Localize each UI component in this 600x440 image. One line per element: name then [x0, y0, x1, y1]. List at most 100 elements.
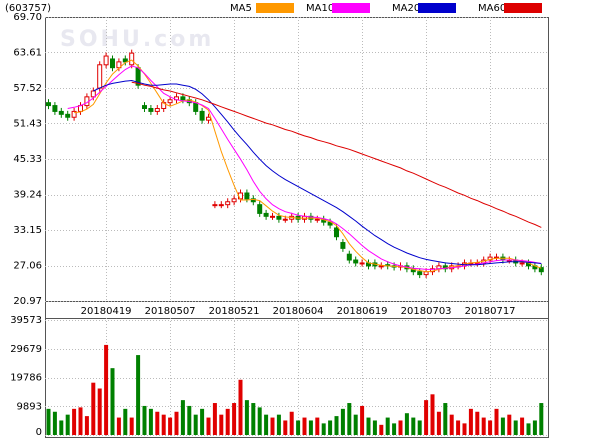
y-tick-label: 69.70	[13, 12, 42, 23]
volume-bar	[65, 414, 70, 435]
candle-body	[417, 271, 423, 276]
volume-bar	[270, 417, 275, 435]
volume-bar	[174, 411, 179, 435]
candle-body	[103, 55, 109, 66]
candle-body	[193, 102, 199, 112]
volume-bar	[366, 417, 371, 435]
volume-bar	[488, 420, 493, 435]
volume-bar	[264, 414, 269, 435]
volume-bar	[424, 400, 429, 435]
volume-tick-label: 39573	[10, 315, 42, 326]
candle-body	[90, 90, 96, 98]
candle-body	[225, 201, 231, 206]
volume-bar	[116, 417, 121, 435]
volume-bar	[200, 408, 205, 435]
candle-body	[46, 102, 51, 107]
y-tick-label: 39.24	[13, 190, 42, 201]
candle-body	[212, 204, 218, 207]
volume-bar	[244, 400, 249, 435]
volume-bar	[500, 417, 505, 435]
volume-bar	[321, 423, 326, 435]
y-tick-label: 45.33	[13, 154, 42, 165]
candle-body	[58, 110, 64, 115]
volume-bar	[155, 411, 160, 435]
volume-bar	[372, 420, 377, 435]
volume-bar	[180, 400, 185, 435]
candle-body	[231, 198, 237, 203]
volume-bar	[251, 403, 256, 435]
legend-swatch	[256, 3, 294, 13]
volume-bar	[129, 417, 134, 435]
x-tick-label: 20180703	[401, 306, 452, 317]
volume-bar	[430, 394, 435, 435]
volume-tick-label: 0	[36, 427, 42, 438]
candle-body	[270, 215, 275, 218]
volume-bar	[238, 379, 243, 435]
x-tick-label: 20180507	[145, 306, 196, 317]
volume-bar	[539, 403, 544, 435]
candle-body	[218, 204, 224, 207]
candle-body	[110, 58, 115, 69]
candle-body	[359, 262, 365, 265]
legend-label: MA60	[478, 3, 506, 14]
volume-bar	[168, 417, 173, 435]
volume-bar	[468, 408, 473, 435]
volume-bar	[481, 417, 486, 435]
volume-bar	[148, 408, 153, 435]
legend-swatch	[332, 3, 370, 13]
volume-bar	[187, 405, 192, 435]
watermark: SOHU.com	[60, 27, 214, 52]
y-tick-label: 51.43	[13, 118, 42, 129]
legend-label: MA5	[230, 3, 252, 14]
volume-bar	[494, 408, 499, 435]
volume-bar	[456, 420, 461, 435]
candle-body	[263, 212, 269, 217]
volume-bar	[302, 417, 307, 435]
legend-swatch	[504, 3, 542, 13]
candle-body	[167, 99, 173, 104]
candle-body	[142, 105, 147, 110]
volume-tick-label: 19786	[10, 373, 42, 384]
volume-tick-label: 29679	[10, 344, 42, 355]
volume-bar	[449, 414, 454, 435]
volume-bar	[308, 420, 313, 435]
candle-body	[244, 192, 250, 200]
volume-bar	[411, 417, 416, 435]
candle-body	[97, 64, 103, 89]
x-tick-label: 20180419	[81, 306, 132, 317]
x-tick-label: 20180619	[337, 306, 388, 317]
candle-body	[538, 267, 544, 273]
volume-bar	[360, 405, 365, 435]
candle-body	[257, 204, 263, 214]
volume-bar	[385, 417, 390, 435]
volume-bar	[532, 420, 537, 435]
candle-body	[154, 108, 160, 112]
candle-body	[334, 227, 339, 238]
volume-bar	[46, 408, 51, 435]
x-tick-label: 20180604	[273, 306, 324, 317]
chart-title: (603757)	[5, 3, 51, 14]
volume-bar	[328, 420, 333, 435]
x-tick-label: 20180717	[465, 306, 516, 317]
candle-body	[378, 265, 384, 268]
candle-body	[52, 105, 58, 112]
ma-line	[131, 81, 542, 228]
candle-body	[519, 262, 525, 265]
candle-body	[346, 253, 352, 261]
volume-bar	[289, 411, 294, 435]
candle-body	[282, 218, 288, 221]
volume-bar	[257, 407, 262, 435]
candle-body	[65, 113, 71, 118]
candle-body	[206, 116, 211, 121]
volume-bar	[276, 414, 281, 435]
volume-bar	[123, 408, 128, 435]
volume-bar	[443, 403, 448, 435]
y-tick-label: 57.52	[13, 83, 42, 94]
volume-bar	[513, 420, 518, 435]
volume-bar	[526, 423, 531, 435]
legend-swatch	[418, 3, 456, 13]
ma-line	[93, 79, 542, 266]
volume-bar	[436, 411, 441, 435]
candle-body	[129, 52, 135, 66]
volume-bar	[225, 408, 230, 435]
